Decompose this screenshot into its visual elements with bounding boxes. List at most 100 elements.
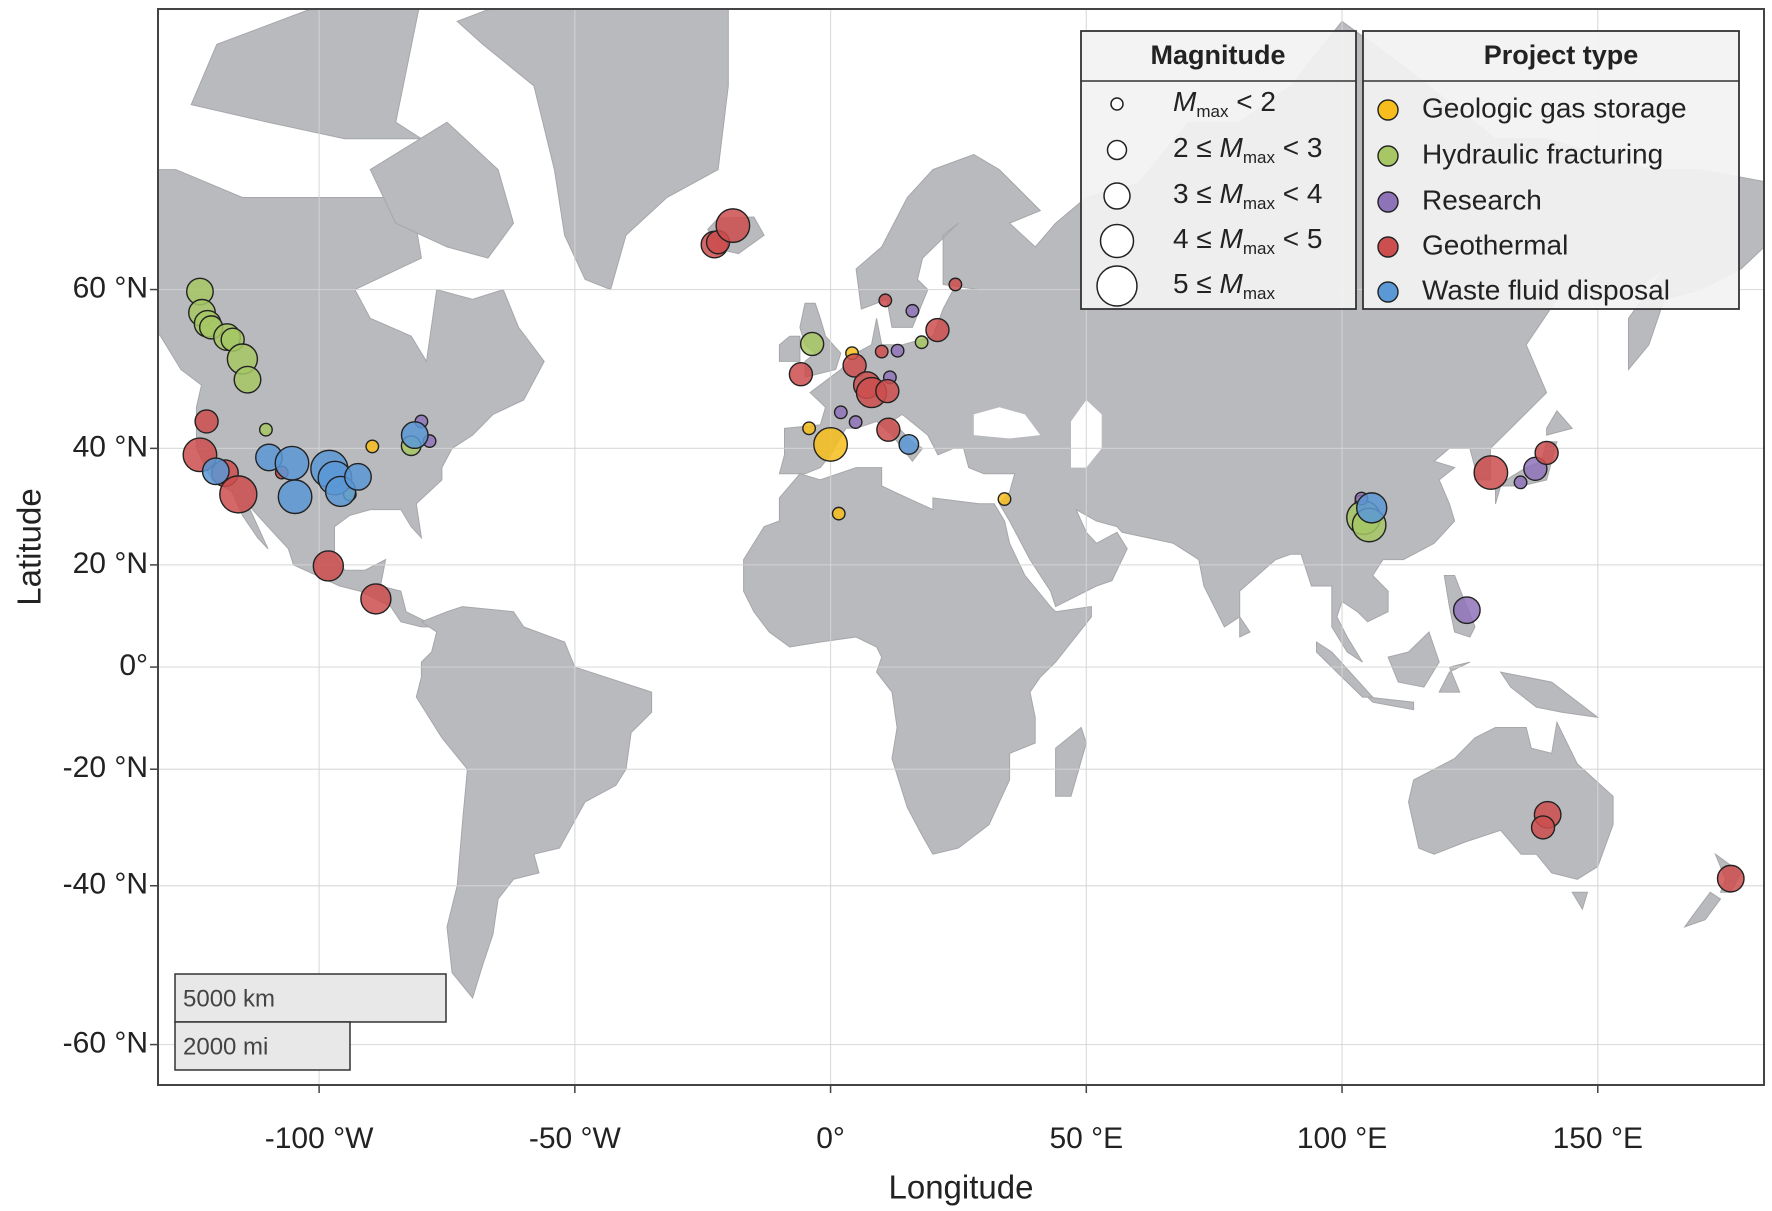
site-marker <box>233 365 262 394</box>
landmass <box>1316 641 1374 698</box>
landmass <box>369 121 515 259</box>
site-marker <box>898 433 920 455</box>
legend-swatch <box>1377 191 1399 213</box>
scale-bar: 5000 km 2000 mi <box>174 973 447 1071</box>
y-tick-label: -60 °N <box>63 1026 148 1059</box>
magnitude-subscript: max <box>1243 239 1276 258</box>
scale-bar-mi <box>174 1021 351 1071</box>
type-legend-box <box>1362 30 1740 310</box>
site-marker <box>360 583 392 615</box>
scale-label: 2000 mi <box>183 1033 268 1060</box>
x-tick-label: 100 °E <box>1297 1122 1387 1155</box>
magnitude-symbol: M <box>1220 132 1244 163</box>
landmass <box>1387 631 1440 688</box>
site-marker <box>219 475 258 514</box>
site-marker <box>802 421 817 436</box>
legend-label: Waste fluid disposal <box>1422 274 1670 305</box>
scale-label: 5000 km <box>183 985 275 1012</box>
magnitude-subscript: max <box>1196 102 1229 121</box>
legend-label: Hydraulic fracturing <box>1422 138 1663 169</box>
legend-size-symbol <box>1110 97 1124 111</box>
site-marker <box>312 550 345 582</box>
site-marker <box>833 405 848 420</box>
plot-frame <box>157 8 1765 1086</box>
landmass <box>1366 696 1415 711</box>
site-marker <box>194 409 219 434</box>
label-part: < 5 <box>1275 223 1322 254</box>
site-marker <box>1356 492 1388 524</box>
x-tick-label: 50 °E <box>1049 1122 1123 1155</box>
site-marker <box>344 462 372 491</box>
legend-swatch <box>1377 99 1399 121</box>
x-tick-label: 0° <box>816 1122 845 1155</box>
legend-label: Geothermal <box>1422 229 1568 260</box>
label-part: < 3 <box>1275 132 1322 163</box>
landmass <box>1407 720 1614 880</box>
y-tick-label: 20 °N <box>73 547 148 580</box>
site-marker <box>813 426 849 462</box>
y-tick-label: 0° <box>119 649 148 682</box>
legend-size-label: 2 ≤ Mmax < 3 <box>1173 132 1322 167</box>
legend-size-label: 5 ≤ Mmax <box>1173 268 1275 303</box>
site-marker <box>1452 596 1481 625</box>
site-marker <box>277 479 313 515</box>
landmass <box>1239 615 1251 638</box>
site-marker <box>258 422 273 437</box>
site-marker <box>842 353 867 378</box>
label-part: 2 ≤ <box>1173 132 1220 163</box>
landmass <box>778 335 801 362</box>
legend-size-symbol <box>1106 139 1128 161</box>
y-tick-label: 40 °N <box>73 430 148 463</box>
inland-sea <box>973 407 1041 439</box>
magnitude-symbol: M <box>1220 178 1244 209</box>
site-marker <box>1530 815 1556 840</box>
markers <box>182 208 1745 893</box>
site-marker <box>948 277 963 292</box>
legend-size-label: Mmax < 2 <box>1173 86 1276 121</box>
x-tick-label: -50 °W <box>529 1122 622 1155</box>
label-part: 5 ≤ <box>1173 268 1220 299</box>
legend-title: Project type <box>1484 40 1639 70</box>
legend-swatch <box>1377 236 1399 258</box>
site-marker <box>997 492 1012 507</box>
site-marker <box>1513 475 1528 490</box>
y-axis-title: Latitude <box>11 488 48 605</box>
y-tick-label: -20 °N <box>63 751 148 784</box>
legend-title: Magnitude <box>1151 40 1286 70</box>
legend-swatch <box>1377 281 1399 303</box>
legend-size-label: 4 ≤ Mmax < 5 <box>1173 223 1322 258</box>
site-marker <box>878 293 893 308</box>
site-marker <box>201 457 230 486</box>
site-marker <box>874 344 889 359</box>
site-marker <box>799 331 825 357</box>
x-axis-title: Longitude <box>889 1169 1034 1206</box>
x-tick-label: 150 °E <box>1553 1122 1643 1155</box>
site-marker <box>400 421 429 450</box>
magnitude-symbol: M <box>1220 268 1244 299</box>
landmass <box>1055 726 1087 797</box>
x-tick-label: -100 °W <box>265 1122 374 1155</box>
legend-size-label: 3 ≤ Mmax < 4 <box>1173 178 1322 213</box>
landmass <box>456 9 729 291</box>
site-marker <box>365 439 380 454</box>
landmass <box>1438 661 1471 693</box>
scale-bar-km <box>174 973 447 1023</box>
y-tick-label: 60 °N <box>73 271 148 304</box>
label-part: < 2 <box>1228 86 1275 117</box>
site-marker <box>875 378 900 404</box>
magnitude-subscript: max <box>1243 148 1276 167</box>
legend-size-symbol <box>1099 223 1135 259</box>
site-marker <box>1473 455 1509 490</box>
site-marker <box>890 343 905 358</box>
legend-size-symbol <box>1096 265 1138 307</box>
landmass <box>415 606 653 999</box>
magnitude-legend-box <box>1080 30 1357 310</box>
site-marker <box>848 415 863 430</box>
site-marker <box>788 362 814 387</box>
label-part: 4 ≤ <box>1173 223 1220 254</box>
legend-swatch <box>1377 145 1399 167</box>
site-marker <box>1534 440 1559 466</box>
site-marker <box>1716 864 1745 893</box>
legend-size-symbol <box>1103 182 1131 210</box>
